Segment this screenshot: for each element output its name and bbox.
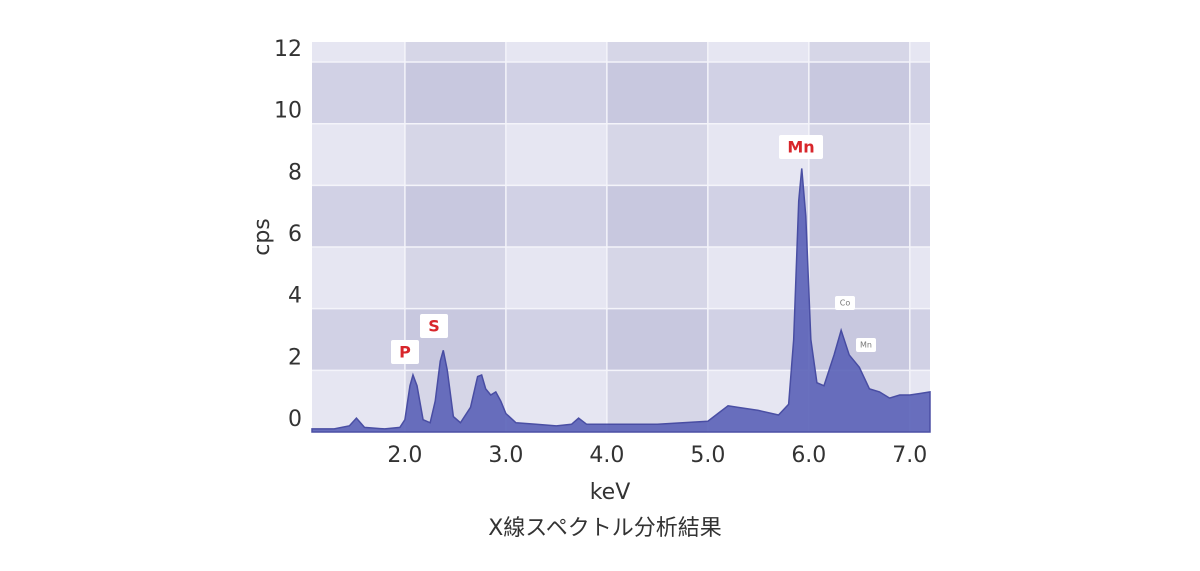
y-tick-label: 6 [288,222,302,247]
y-tick-label: 10 [274,99,302,124]
annotation-box [779,135,823,159]
grid-band [312,185,930,248]
plot-background [312,42,930,432]
grid-band [606,42,708,432]
grid-band [312,62,930,124]
x-tick-label: 4.0 [589,443,624,468]
annotation: P [399,343,411,362]
x-axis-label: keV [590,480,631,505]
annotation: Mn [787,138,814,157]
y-tick-label: 0 [288,407,302,432]
annotation: S [428,317,440,336]
x-tick-label: 2.0 [387,443,422,468]
y-axis-label: cps [250,218,275,256]
x-tick-label: 3.0 [488,443,523,468]
grid-band [404,42,506,432]
spectrum-area [311,168,931,433]
y-tick-label: 4 [288,284,302,309]
annotation: Mn [860,341,872,350]
caption: X線スペクトル分析結果 [488,516,722,541]
y-tick-label: 2 [288,345,302,370]
y-tick-label: 12 [274,37,302,62]
x-tick-label: 7.0 [892,443,927,468]
annotation-box [835,296,855,310]
annotation-box [391,340,419,364]
annotation: Co [840,299,851,308]
annotation-box [420,314,448,338]
annotation-box [856,338,876,352]
x-tick-label: 6.0 [791,443,826,468]
y-tick-label: 8 [288,160,302,185]
x-tick-label: 5.0 [690,443,725,468]
